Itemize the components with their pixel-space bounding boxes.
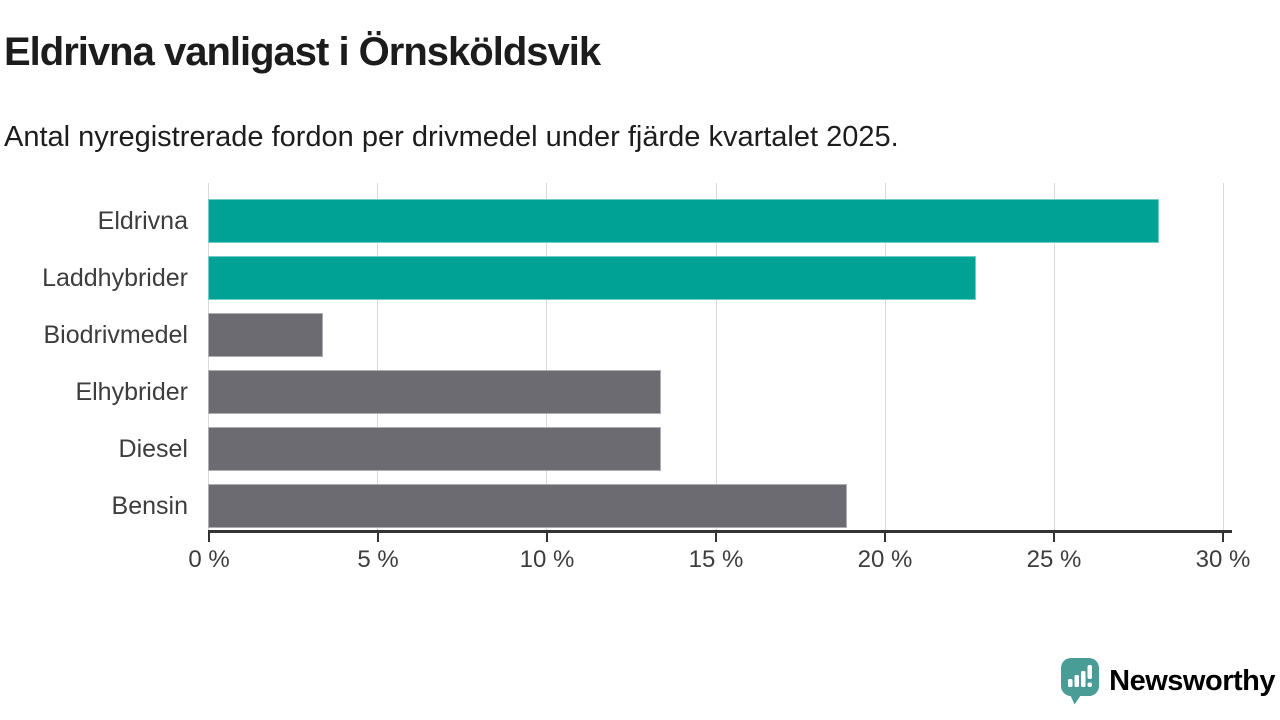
x-axis-tick-20 — [884, 530, 886, 542]
gridline-15 — [715, 183, 717, 530]
gridline-10 — [546, 183, 548, 530]
category-label-elhybrider: Elhybrider — [75, 378, 188, 406]
x-axis-tick-label-20: 20 % — [857, 546, 913, 573]
x-axis-tick-0 — [208, 530, 210, 542]
x-axis-tick-label-5: 5 % — [357, 546, 399, 573]
gridline-20 — [884, 183, 886, 530]
x-axis: 0 % 5 % 10 % 15 % 20 % 25 % 30 % — [188, 530, 1250, 576]
x-axis-tick-15 — [715, 530, 717, 542]
x-axis-tick-label-25: 25 % — [1026, 546, 1082, 573]
newsworthy-logo[interactable]: Newsworthy — [1060, 657, 1275, 705]
bar-diesel — [208, 427, 662, 471]
gridline-5 — [377, 183, 379, 530]
x-axis-tick-label-10: 10 % — [519, 546, 575, 573]
category-label-diesel: Diesel — [118, 435, 188, 463]
category-label-biodrivmedel: Biodrivmedel — [43, 321, 188, 349]
gridline-25 — [1053, 183, 1055, 530]
x-axis-tick-label-30: 30 % — [1195, 546, 1251, 573]
newsworthy-logo-text: Newsworthy — [1109, 664, 1275, 697]
x-axis-line — [208, 530, 1232, 533]
bar-laddhybrider — [208, 256, 977, 300]
x-axis-tick-label-0: 0 % — [188, 546, 230, 573]
x-axis-tick-25 — [1053, 530, 1055, 542]
newsworthy-logo-icon — [1061, 658, 1100, 705]
x-axis-tick-5 — [377, 530, 379, 542]
category-label-bensin: Bensin — [111, 492, 188, 520]
x-axis-tick-10 — [546, 530, 548, 542]
bar-biodrivmedel — [208, 313, 324, 357]
x-axis-tick-label-15: 15 % — [688, 546, 744, 573]
category-label-laddhybrider: Laddhybrider — [42, 264, 188, 292]
chart-title: Eldrivna vanligast i Örnsköldsvik — [4, 30, 601, 74]
bar-bensin — [208, 484, 848, 528]
bar-elhybrider — [208, 370, 662, 414]
bar-eldrivna — [208, 199, 1159, 243]
x-axis-tick-30 — [1222, 530, 1224, 542]
category-label-eldrivna: Eldrivna — [97, 207, 188, 235]
chart-subtitle: Antal nyregistrerade fordon per drivmede… — [4, 121, 899, 153]
gridline-30 — [1223, 183, 1224, 530]
plot-area — [208, 183, 1224, 530]
bar-chart: 0 % 5 % 10 % 15 % 20 % 25 % 30 % Eldrivna Laddh… — [0, 183, 1280, 588]
